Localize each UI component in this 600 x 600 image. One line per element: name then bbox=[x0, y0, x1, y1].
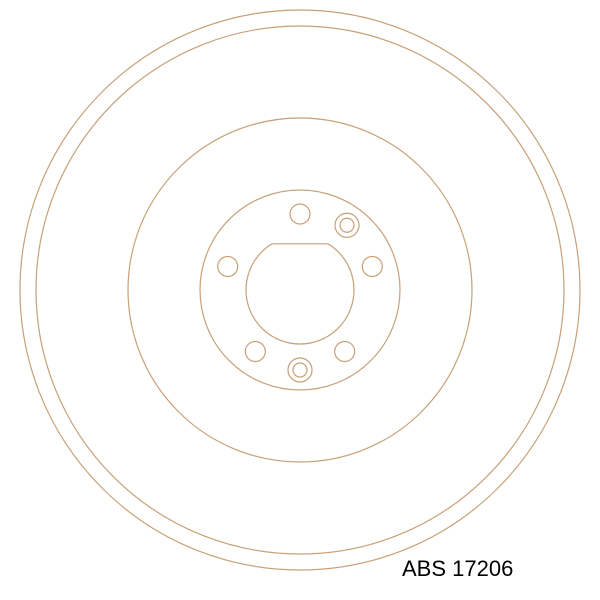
diagram-container: ABS 17206 bbox=[0, 0, 600, 600]
hub-circle bbox=[200, 190, 400, 390]
part-number-text: 17206 bbox=[452, 556, 513, 581]
outer-inner-edge-circle bbox=[36, 26, 564, 554]
brand-text: ABS bbox=[402, 556, 446, 581]
brake-disc-drawing bbox=[0, 0, 600, 600]
part-label: ABS 17206 bbox=[402, 556, 513, 582]
bolt-hole bbox=[362, 257, 382, 277]
bolt-hole bbox=[335, 341, 355, 361]
screw-inner bbox=[293, 363, 307, 377]
bolt-hole bbox=[218, 257, 238, 277]
outer-edge-circle bbox=[20, 10, 580, 570]
screw-outer bbox=[288, 358, 312, 382]
center-bore bbox=[246, 244, 354, 344]
screw-inner bbox=[340, 218, 354, 232]
bolt-hole bbox=[245, 341, 265, 361]
bolt-hole bbox=[290, 204, 310, 224]
friction-inner-circle bbox=[128, 118, 472, 462]
screw-outer bbox=[335, 213, 359, 237]
